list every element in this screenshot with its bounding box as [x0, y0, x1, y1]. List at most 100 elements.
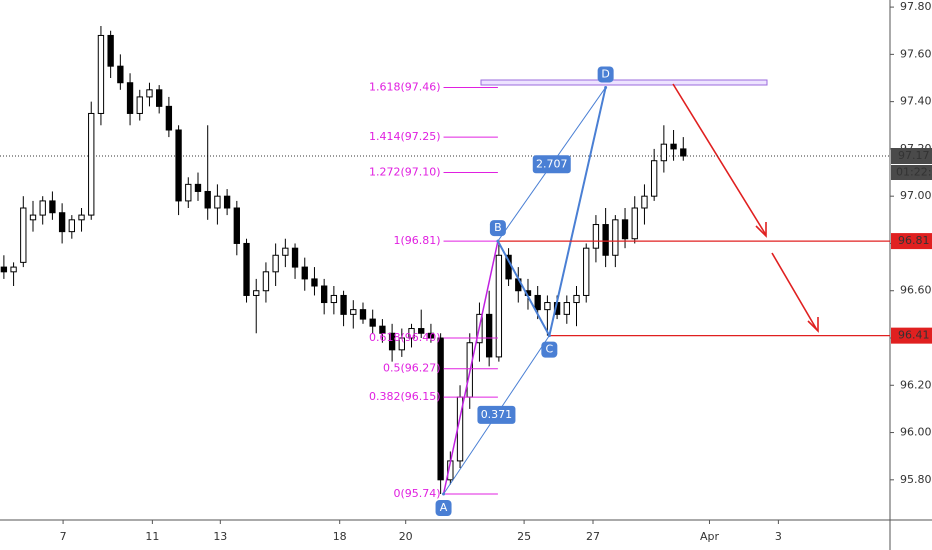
price-tag-label: 96.81: [898, 234, 930, 247]
candle-body: [631, 207, 638, 240]
pattern-leg: [442, 240, 499, 495]
pattern-point: [547, 334, 551, 338]
candle-body: [107, 34, 114, 67]
candle-body: [388, 332, 396, 351]
y-tick-label: 96.60: [900, 284, 932, 297]
candle-body: [534, 294, 541, 311]
arrows: [672, 83, 819, 333]
candle-body: [78, 214, 85, 221]
candle-body: [243, 242, 250, 296]
ratio-box: [532, 155, 571, 174]
candle-body: [165, 105, 173, 131]
fib-label: 0.382(96.15): [369, 390, 441, 403]
candle-body: [301, 266, 308, 280]
candle-body: [272, 254, 279, 273]
last-price-tag: [891, 148, 932, 164]
pattern-point: [604, 85, 608, 89]
pattern-point: [442, 492, 446, 496]
point-box: [489, 220, 506, 237]
candle-body: [660, 143, 668, 162]
candle-body: [340, 294, 347, 315]
y-tick-label: 95.80: [900, 473, 932, 486]
candle-body: [126, 82, 134, 114]
ratio-label: 2.707: [536, 157, 568, 170]
candle-body: [369, 318, 376, 327]
candle-body: [437, 337, 444, 481]
candle-body: [427, 332, 435, 339]
candle-body: [670, 143, 677, 150]
x-tick-label: 18: [333, 530, 347, 543]
countdown-label: 01:22:15: [896, 166, 932, 179]
candle-body: [223, 195, 231, 209]
candle-body: [291, 247, 299, 268]
candle-body: [58, 212, 66, 233]
x-tick-label: 7: [60, 530, 67, 543]
x-tick-label: 3: [775, 530, 782, 543]
ratio-label: 0.371: [481, 408, 513, 421]
candle-body: [136, 96, 143, 114]
candle-body: [185, 183, 192, 202]
x-tick-label: 25: [517, 530, 531, 543]
candle-body: [29, 214, 37, 221]
fib-label: 1.618(97.46): [369, 80, 441, 93]
candle-body: [214, 195, 221, 209]
y-tick-label: 97.80: [900, 0, 932, 13]
candle-body: [253, 290, 260, 296]
price-tag: [891, 327, 932, 344]
fib-label: 0(95.74): [393, 487, 440, 500]
candle-body: [398, 337, 405, 351]
y-tick-label: 96.20: [900, 378, 932, 391]
fib-label: 1.272(97.10): [369, 166, 441, 179]
candle-body: [563, 302, 570, 315]
point-label: B: [494, 221, 502, 234]
candle-body: [68, 219, 75, 233]
ratio-box: [477, 405, 516, 424]
candle-body: [262, 271, 270, 292]
x-tick-label: Apr: [700, 530, 720, 543]
candle-body: [583, 247, 590, 296]
point-box: [597, 66, 614, 83]
candle-body: [602, 224, 609, 256]
pattern-point: [496, 239, 500, 243]
fib-label: 1.414(97.25): [369, 130, 441, 143]
point-label: D: [601, 67, 609, 80]
candle-body: [20, 207, 27, 263]
candle-body: [330, 294, 338, 304]
x-tick-label: 27: [586, 530, 600, 543]
fib-label: 0.618(96.40): [369, 331, 441, 344]
candle-body: [641, 195, 648, 209]
candle-body: [175, 129, 182, 202]
x-tick-label: 13: [213, 530, 227, 543]
y-tick-label: 97.00: [900, 189, 932, 202]
candle-body: [592, 224, 600, 249]
y-tick-label: 97.60: [900, 47, 932, 60]
point-box: [435, 500, 452, 516]
candle-body: [194, 183, 202, 192]
price-tag-label: 96.41: [898, 329, 930, 342]
candle-body: [117, 65, 124, 84]
pattern-leg: [497, 240, 551, 337]
candle-body: [49, 200, 56, 214]
x-tick-label: 20: [399, 530, 413, 543]
fib-label: 1(96.81): [393, 234, 440, 247]
price-tag: [891, 233, 932, 250]
point-label: C: [545, 343, 553, 356]
y-tick-label: 96.00: [900, 426, 932, 439]
fib-label: 0.5(96.27): [383, 362, 441, 375]
candle-body: [544, 302, 551, 311]
candle-body: [573, 294, 580, 304]
candle-body: [379, 325, 386, 334]
candle-body: [204, 190, 211, 209]
candle-body: [612, 219, 619, 256]
candle-body: [282, 247, 289, 256]
candle-body: [680, 148, 687, 157]
candle-body: [350, 309, 357, 315]
candle-body: [156, 89, 163, 107]
candle-body: [88, 112, 95, 216]
pattern-leg: [548, 87, 607, 336]
candle-body: [621, 219, 629, 240]
candle-body: [311, 278, 318, 287]
candle-body: [97, 34, 105, 114]
